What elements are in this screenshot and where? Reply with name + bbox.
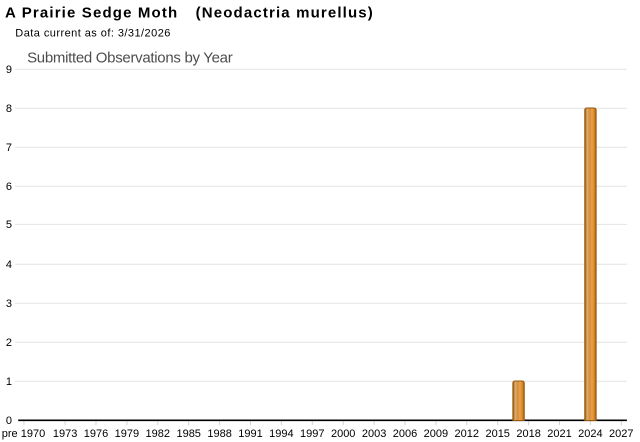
- svg-text:Data current as of: 3/31/2026: Data current as of: 3/31/2026: [15, 28, 171, 40]
- svg-text:1973: 1973: [53, 428, 77, 440]
- svg-text:2003: 2003: [362, 428, 386, 440]
- svg-text:1994: 1994: [269, 428, 293, 440]
- svg-text:2024: 2024: [578, 428, 602, 440]
- svg-text:1979: 1979: [115, 428, 139, 440]
- svg-text:1982: 1982: [146, 428, 170, 440]
- svg-text:(Neodactria murellus): (Neodactria murellus): [196, 5, 374, 22]
- svg-text:2006: 2006: [393, 428, 417, 440]
- svg-text:1991: 1991: [238, 428, 262, 440]
- svg-text:2027: 2027: [609, 428, 633, 440]
- svg-text:7: 7: [6, 142, 12, 154]
- svg-text:6: 6: [6, 181, 12, 193]
- svg-text:pre 1970: pre 1970: [2, 428, 45, 440]
- svg-text:9: 9: [6, 64, 12, 76]
- svg-text:2018: 2018: [516, 428, 540, 440]
- svg-text:3: 3: [6, 298, 12, 310]
- svg-text:1997: 1997: [300, 428, 324, 440]
- svg-text:8: 8: [6, 103, 12, 115]
- svg-text:Submitted Observations by Year: Submitted Observations by Year: [27, 50, 233, 67]
- svg-text:1988: 1988: [207, 428, 231, 440]
- svg-text:2000: 2000: [331, 428, 355, 440]
- svg-text:1976: 1976: [84, 428, 108, 440]
- svg-text:0: 0: [6, 415, 12, 427]
- svg-text:5: 5: [6, 219, 12, 231]
- svg-text:4: 4: [6, 259, 12, 271]
- svg-text:2015: 2015: [485, 428, 509, 440]
- svg-text:2: 2: [6, 337, 12, 349]
- svg-text:2021: 2021: [547, 428, 571, 440]
- svg-text:1: 1: [6, 376, 12, 388]
- svg-text:2009: 2009: [424, 428, 448, 440]
- svg-text:1985: 1985: [176, 428, 200, 440]
- svg-text:A Prairie Sedge Moth: A Prairie Sedge Moth: [5, 5, 178, 22]
- svg-text:2012: 2012: [455, 428, 479, 440]
